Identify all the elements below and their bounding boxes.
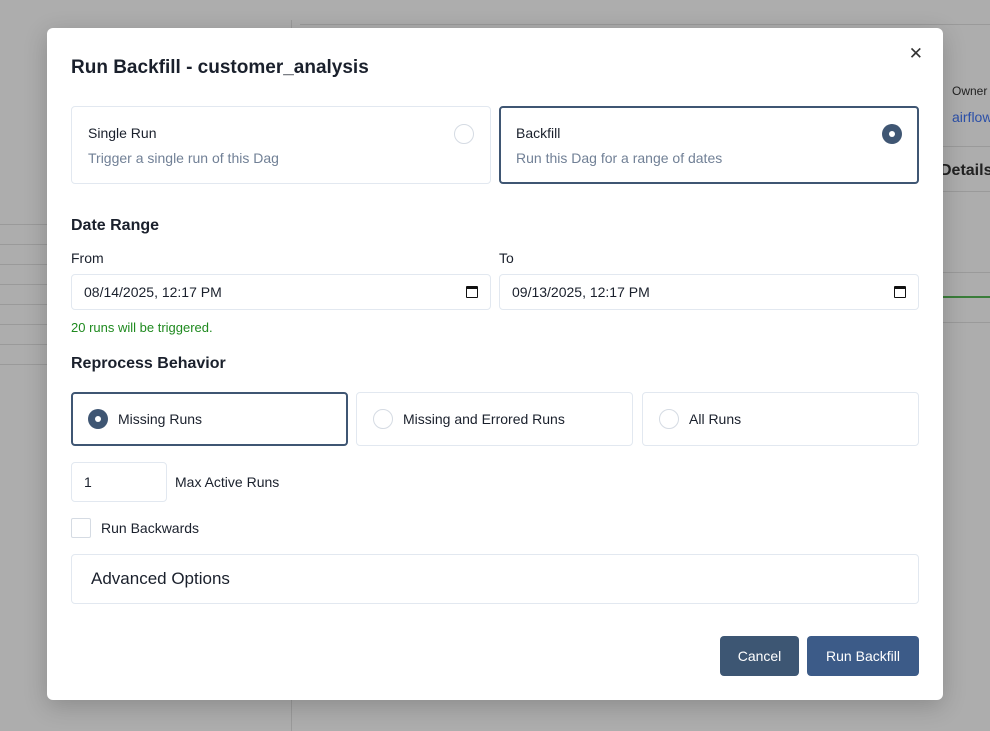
to-date-input[interactable]: 09/13/2025, 12:17 PM	[499, 274, 919, 310]
divider	[0, 304, 47, 305]
run-backwards-checkbox[interactable]	[71, 518, 91, 538]
radio-icon[interactable]	[659, 409, 679, 429]
option-label: Missing Runs	[118, 411, 203, 427]
date-range-heading: Date Range	[71, 217, 160, 234]
to-label: To	[499, 250, 514, 266]
from-label: From	[71, 250, 104, 266]
divider	[0, 364, 47, 365]
divider	[0, 284, 47, 285]
run-backwards-label[interactable]: Run Backwards	[101, 520, 200, 536]
divider	[943, 191, 990, 192]
from-date-input[interactable]: 08/14/2025, 12:17 PM	[71, 274, 491, 310]
max-active-runs-label: Max Active Runs	[175, 474, 280, 490]
run-type-description: Run this Dag for a range of dates	[516, 150, 723, 166]
status-bar	[943, 296, 990, 298]
run-type-description: Trigger a single run of this Dag	[88, 150, 279, 166]
divider	[0, 224, 47, 225]
reprocess-missing-runs[interactable]: Missing Runs	[71, 392, 348, 446]
divider	[0, 344, 47, 345]
close-icon[interactable]: ✕	[908, 44, 923, 63]
reprocess-missing-and-errored-runs[interactable]: Missing and Errored Runs	[356, 392, 633, 446]
divider	[300, 24, 990, 25]
option-label: Missing and Errored Runs	[403, 411, 565, 427]
run-type-single-run[interactable]: Single Run Trigger a single run of this …	[71, 106, 491, 184]
details-heading: Details	[940, 162, 990, 179]
option-label: All Runs	[689, 411, 742, 427]
radio-selected-icon[interactable]	[882, 124, 902, 144]
run-type-label: Backfill	[516, 125, 561, 141]
max-active-runs-input[interactable]: 1	[71, 462, 167, 502]
cancel-button[interactable]: Cancel	[720, 636, 799, 676]
from-date-value: 08/14/2025, 12:17 PM	[84, 284, 222, 300]
run-type-label: Single Run	[88, 125, 157, 141]
divider	[0, 324, 47, 325]
dialog-title: Run Backfill - customer_analysis	[71, 57, 369, 78]
divider	[943, 146, 990, 147]
reprocess-all-runs[interactable]: All Runs	[642, 392, 919, 446]
divider	[943, 272, 990, 273]
divider	[0, 264, 47, 265]
radio-icon[interactable]	[373, 409, 393, 429]
calendar-icon[interactable]	[894, 286, 906, 298]
owner-link: airflow	[952, 109, 990, 125]
run-backfill-dialog: Run Backfill - customer_analysis ✕ Singl…	[47, 28, 943, 700]
radio-selected-icon[interactable]	[88, 409, 108, 429]
calendar-icon[interactable]	[466, 286, 478, 298]
run-type-backfill[interactable]: Backfill Run this Dag for a range of dat…	[499, 106, 919, 184]
advanced-options-accordion[interactable]: Advanced Options	[71, 554, 919, 604]
to-date-value: 09/13/2025, 12:17 PM	[512, 284, 650, 300]
run-backfill-button[interactable]: Run Backfill	[807, 636, 919, 676]
runs-count-info: 20 runs will be triggered.	[71, 320, 213, 335]
divider	[0, 244, 47, 245]
divider	[943, 322, 990, 323]
owner-label: Owner	[952, 84, 988, 98]
reprocess-heading: Reprocess Behavior	[71, 355, 226, 372]
radio-icon[interactable]	[454, 124, 474, 144]
